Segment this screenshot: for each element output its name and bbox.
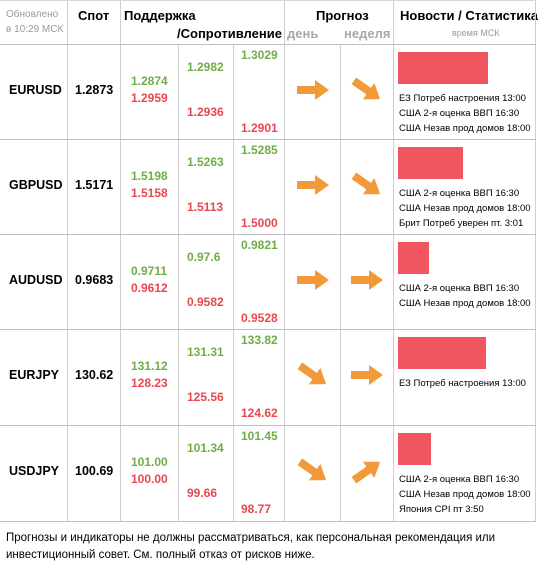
col-header-forecast: Прогноз bbox=[316, 8, 369, 23]
support-level-3: 0.9821 bbox=[241, 238, 278, 252]
resistance-level-3: 98.77 bbox=[241, 502, 272, 516]
col-header-support: Поддержка bbox=[124, 8, 196, 23]
resistance-level-3: 0.9528 bbox=[241, 311, 278, 325]
news-item: США Незав прод домов 18:00 bbox=[399, 298, 531, 309]
news-item: ЕЗ Потреб настроения 13:00 bbox=[399, 93, 526, 104]
pair-name: EURUSD bbox=[9, 83, 62, 97]
disclaimer-line-2: инвестиционный совет. См. полный отказ о… bbox=[6, 549, 315, 561]
resistance-level-2: 99.66 bbox=[187, 486, 218, 500]
resistance-level-3: 1.5000 bbox=[241, 216, 278, 230]
forecast-day-arrow-right-icon bbox=[296, 79, 330, 101]
forecast-week-arrow-right-icon bbox=[350, 269, 384, 291]
forecast-day-arrow-down-right-icon bbox=[296, 458, 330, 481]
resistance-level-1: 0.9612 bbox=[131, 281, 168, 295]
grid-line bbox=[535, 0, 536, 522]
support-level-1: 101.00 bbox=[131, 455, 168, 469]
resistance-level-3: 1.2901 bbox=[241, 121, 278, 135]
grid-line bbox=[0, 139, 536, 140]
grid-line bbox=[340, 44, 341, 522]
resistance-level-2: 1.2936 bbox=[187, 105, 224, 119]
forecast-week-arrow-up-right-icon bbox=[350, 458, 384, 484]
news-item: США 2-я оценка ВВП 16:30 bbox=[399, 474, 520, 485]
disclaimer-line-1: Прогнозы и индикаторы не должны рассматр… bbox=[6, 532, 496, 544]
forecast-week-arrow-down-right-icon bbox=[350, 77, 384, 100]
support-level-2: 1.2982 bbox=[187, 60, 224, 74]
resistance-level-1: 1.5158 bbox=[131, 186, 168, 200]
support-level-1: 131.12 bbox=[131, 359, 168, 373]
resistance-level-1: 1.2959 bbox=[131, 91, 168, 105]
updated-time: в 10:29 МСК bbox=[6, 24, 64, 35]
forecast-week-arrow-down-right-icon bbox=[350, 172, 384, 195]
col-header-news: Новости / Статистика bbox=[400, 8, 538, 23]
news-item: ЕЗ Потреб настроения 13:00 bbox=[399, 378, 526, 389]
forecast-day-arrow-right-icon bbox=[296, 269, 330, 291]
support-level-2: 131.31 bbox=[187, 345, 224, 359]
pair-name: USDJPY bbox=[9, 464, 60, 478]
support-level-3: 1.3029 bbox=[241, 48, 278, 62]
col-header-week: неделя bbox=[344, 26, 391, 41]
news-item: США Незав прод домов 18:00 bbox=[399, 489, 531, 500]
grid-line bbox=[120, 0, 121, 522]
news-impact-bar bbox=[398, 52, 488, 84]
resistance-level-2: 125.56 bbox=[187, 390, 224, 404]
news-item: США 2-я оценка ВВП 16:30 bbox=[399, 188, 520, 199]
grid-line bbox=[233, 44, 234, 522]
pair-name: GBPUSD bbox=[9, 178, 63, 192]
support-level-1: 0.9711 bbox=[131, 264, 168, 278]
support-level-3: 133.82 bbox=[241, 333, 278, 347]
news-impact-bar bbox=[398, 433, 431, 465]
grid-line bbox=[0, 234, 536, 235]
resistance-level-1: 100.00 bbox=[131, 472, 168, 486]
forecast-week-arrow-right-icon bbox=[350, 364, 384, 386]
spot-price: 130.62 bbox=[75, 368, 114, 382]
news-item: США 2-я оценка ВВП 16:30 bbox=[399, 283, 520, 294]
updated-label: Обновлено bbox=[6, 9, 59, 20]
support-level-1: 1.2874 bbox=[131, 74, 168, 88]
support-level-2: 101.34 bbox=[187, 441, 224, 455]
grid-line bbox=[0, 329, 536, 330]
news-impact-bar bbox=[398, 337, 486, 369]
support-level-1: 1.5198 bbox=[131, 169, 168, 183]
spot-price: 100.69 bbox=[75, 464, 114, 478]
news-item: США Незав прод домов 18:00 bbox=[399, 123, 531, 134]
news-time-note: время МСК bbox=[452, 28, 500, 38]
support-level-2: 0.97.6 bbox=[187, 250, 221, 264]
resistance-level-2: 1.5113 bbox=[187, 200, 224, 214]
grid-line bbox=[178, 44, 179, 522]
resistance-level-2: 0.9582 bbox=[187, 295, 224, 309]
pair-name: AUDUSD bbox=[9, 273, 63, 287]
support-level-3: 101.45 bbox=[241, 429, 278, 443]
forecast-day-arrow-down-right-icon bbox=[296, 362, 330, 385]
support-level-3: 1.5285 bbox=[241, 143, 278, 157]
grid-line bbox=[0, 521, 536, 522]
spot-price: 1.2873 bbox=[75, 83, 114, 97]
news-item: Брит Потреб уверен пт. 3:01 bbox=[399, 218, 524, 229]
spot-price: 1.5171 bbox=[75, 178, 114, 192]
col-header-resistance: /Сопротивление bbox=[177, 26, 282, 41]
news-item: Япония CPI пт 3:50 bbox=[399, 504, 484, 515]
grid-line bbox=[0, 425, 536, 426]
news-impact-bar bbox=[398, 242, 429, 274]
grid-line bbox=[0, 0, 536, 1]
grid-line bbox=[67, 0, 68, 522]
news-item: США 2-я оценка ВВП 16:30 bbox=[399, 108, 520, 119]
resistance-level-1: 128.23 bbox=[131, 376, 168, 390]
col-header-day: день bbox=[287, 26, 319, 41]
grid-line bbox=[0, 44, 536, 45]
spot-price: 0.9683 bbox=[75, 273, 114, 287]
grid-line bbox=[284, 0, 285, 522]
support-level-2: 1.5263 bbox=[187, 155, 224, 169]
grid-line bbox=[393, 0, 394, 522]
pair-name: EURJPY bbox=[9, 368, 60, 382]
resistance-level-3: 124.62 bbox=[241, 406, 278, 420]
news-item: США Незав прод домов 18:00 bbox=[399, 203, 531, 214]
forecast-day-arrow-right-icon bbox=[296, 174, 330, 196]
news-impact-bar bbox=[398, 147, 463, 179]
col-header-spot: Спот bbox=[78, 8, 110, 23]
